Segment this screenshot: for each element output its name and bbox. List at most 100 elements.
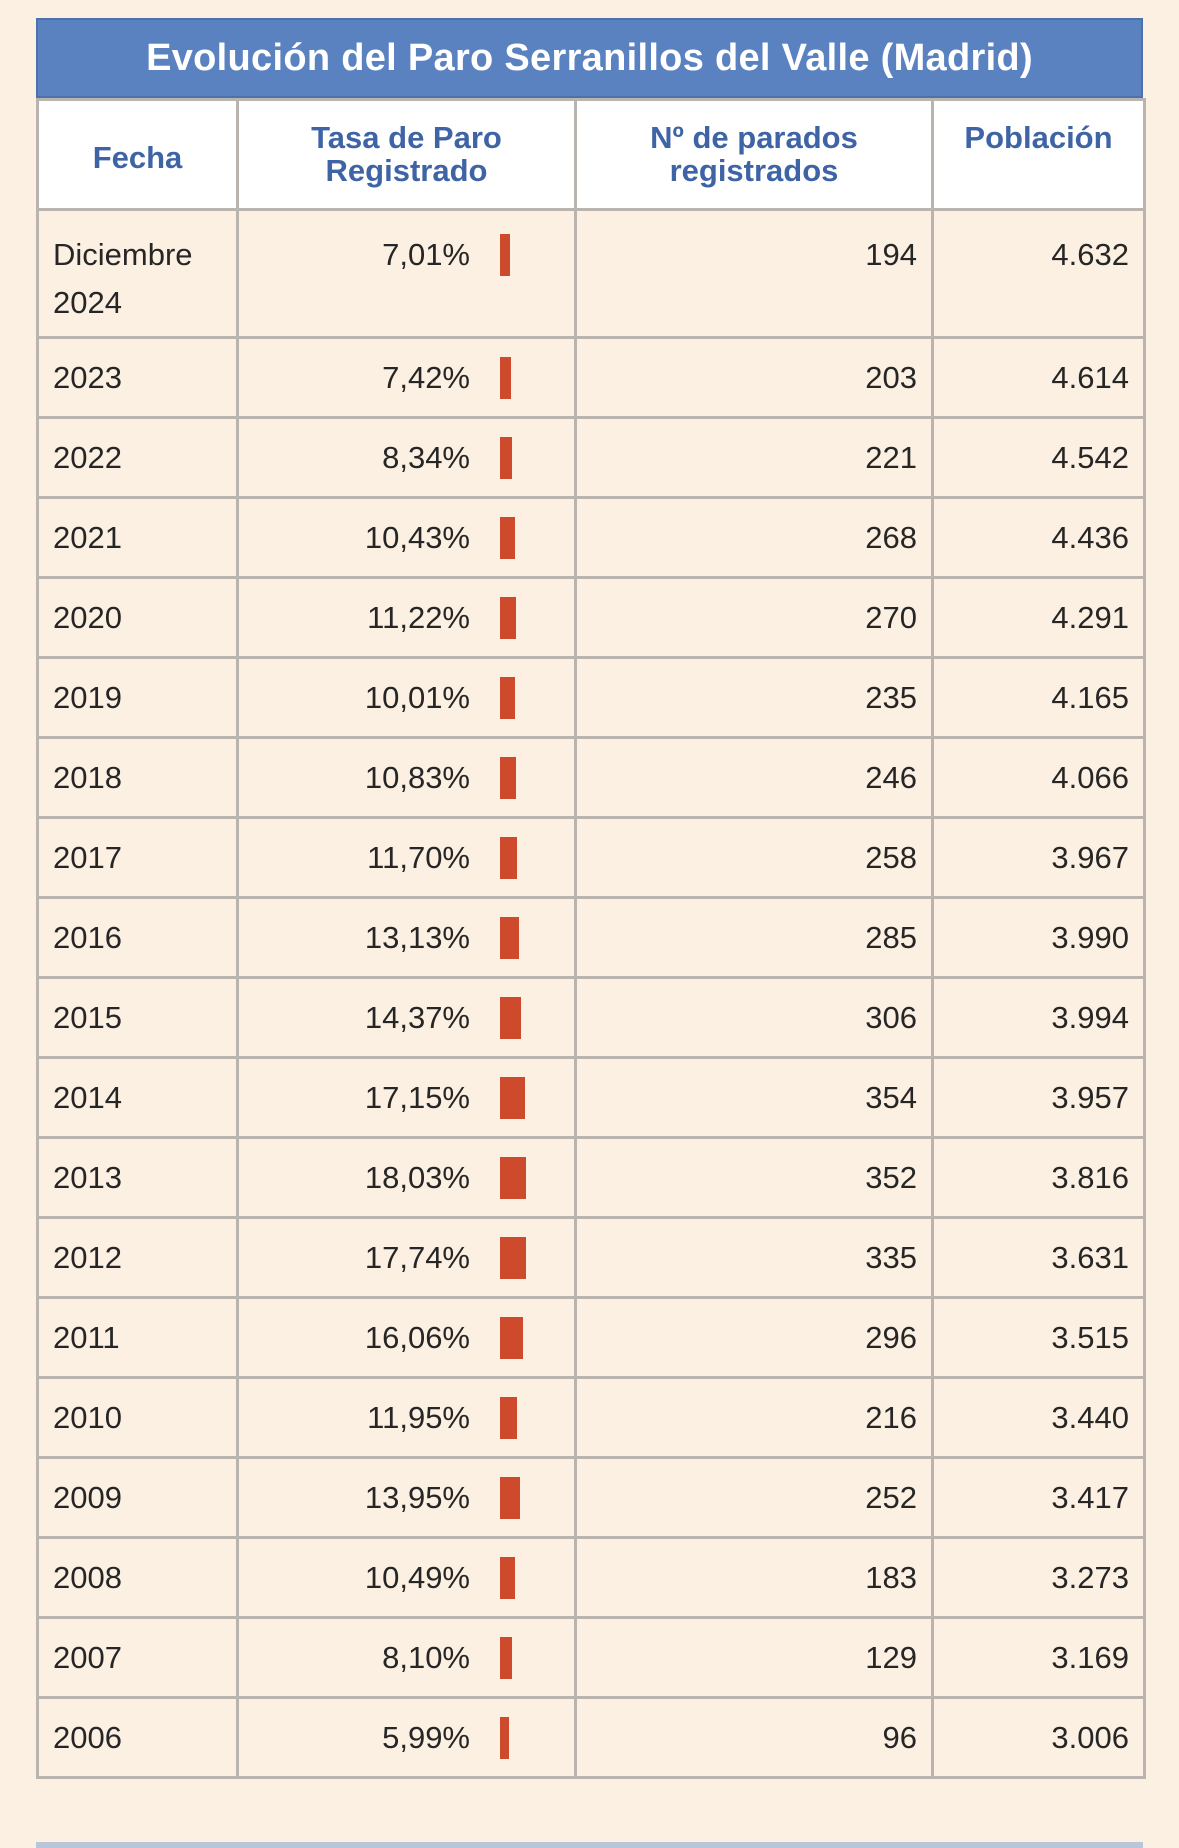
cell-fecha: 2021 [36,496,239,579]
cell-poblacion: 4.165 [931,656,1146,739]
unemployment-table: Fecha Tasa de Paro Registrado Nº de para… [36,98,1146,1779]
cell-fecha: 2020 [36,576,239,659]
table-row: 2010 11,95% 216 3.440 [36,1376,1146,1459]
cell-poblacion: 3.006 [931,1696,1146,1779]
table-row: 2016 13,13% 285 3.990 [36,896,1146,979]
cell-fecha: 2015 [36,976,239,1059]
tasa-bar [500,1636,512,1679]
tasa-bar [500,234,510,276]
cell-poblacion: 3.440 [931,1376,1146,1459]
tasa-value: 10,49% [364,1559,470,1595]
cell-poblacion: 4.542 [931,416,1146,499]
cell-parados: 270 [574,576,934,659]
tasa-value: 11,70% [367,839,470,875]
table-row: 2013 18,03% 352 3.816 [36,1136,1146,1219]
cell-parados: 203 [574,336,934,419]
table-row: 2017 11,70% 258 3.967 [36,816,1146,899]
cell-poblacion: 4.066 [931,736,1146,819]
header-parados: Nº de parados registrados [574,98,934,211]
cell-tasa: 7,42% [236,336,577,419]
tasa-bar [500,1076,525,1119]
cell-tasa: 13,95% [236,1456,577,1539]
cell-poblacion: 4.291 [931,576,1146,659]
cell-poblacion: 3.273 [931,1536,1146,1619]
cell-fecha: 2016 [36,896,239,979]
tasa-value: 18,03% [364,1159,470,1195]
cell-poblacion: 3.515 [931,1296,1146,1379]
header-row: Fecha Tasa de Paro Registrado Nº de para… [36,98,1146,211]
table-row: 2019 10,01% 235 4.165 [36,656,1146,739]
tasa-bar [500,516,515,559]
cell-tasa: 14,37% [236,976,577,1059]
cell-parados: 306 [574,976,934,1059]
cell-parados: 246 [574,736,934,819]
cell-tasa: 17,74% [236,1216,577,1299]
cell-fecha: 2012 [36,1216,239,1299]
cell-tasa: 7,01% [236,208,577,339]
tasa-value: 17,15% [364,1079,470,1115]
table-body: Diciembre 2024 7,01% 194 4.632 2023 7,42% 203 4… [36,208,1146,1779]
cell-tasa: 17,15% [236,1056,577,1139]
unemployment-table-container: Evolución del Paro Serranillos del Valle… [36,18,1146,1779]
cell-poblacion: 3.816 [931,1136,1146,1219]
cell-fecha: 2019 [36,656,239,739]
tasa-value: 11,22% [367,599,470,635]
cell-fecha: 2006 [36,1696,239,1779]
tasa-value: 8,10% [382,1639,470,1675]
cell-parados: 352 [574,1136,934,1219]
cell-tasa: 8,10% [236,1616,577,1699]
cell-parados: 221 [574,416,934,499]
table-title: Evolución del Paro Serranillos del Valle… [36,18,1143,98]
cell-poblacion: 3.967 [931,816,1146,899]
tasa-bar [500,916,519,959]
tasa-value: 14,37% [364,999,470,1035]
cell-parados: 129 [574,1616,934,1699]
cell-tasa: 10,49% [236,1536,577,1619]
cell-tasa: 8,34% [236,416,577,499]
table-row: 2014 17,15% 354 3.957 [36,1056,1146,1139]
table-row: 2023 7,42% 203 4.614 [36,336,1146,419]
cell-tasa: 13,13% [236,896,577,979]
cell-parados: 285 [574,896,934,979]
tasa-bar [500,1316,523,1359]
tasa-bar [500,436,512,479]
tasa-bar [500,596,516,639]
bottom-divider [36,1842,1143,1848]
cell-fecha: 2014 [36,1056,239,1139]
header-tasa: Tasa de Paro Registrado [236,98,577,211]
table-row: 2011 16,06% 296 3.515 [36,1296,1146,1379]
cell-tasa: 11,95% [236,1376,577,1459]
cell-fecha: 2023 [36,336,239,419]
cell-tasa: 10,83% [236,736,577,819]
cell-parados: 268 [574,496,934,579]
tasa-value: 10,43% [364,519,470,555]
tasa-bar [500,1556,515,1599]
cell-poblacion: 3.631 [931,1216,1146,1299]
table-row: 2007 8,10% 129 3.169 [36,1616,1146,1699]
cell-poblacion: 3.990 [931,896,1146,979]
table-row: 2018 10,83% 246 4.066 [36,736,1146,819]
tasa-bar [500,1156,526,1199]
cell-tasa: 10,43% [236,496,577,579]
cell-tasa: 11,22% [236,576,577,659]
cell-parados: 183 [574,1536,934,1619]
cell-tasa: 18,03% [236,1136,577,1219]
tasa-bar [500,1476,520,1519]
tasa-value: 13,13% [364,919,470,955]
cell-fecha: 2011 [36,1296,239,1379]
cell-poblacion: 4.632 [931,208,1146,339]
table-row: 2022 8,34% 221 4.542 [36,416,1146,499]
table-row: Diciembre 2024 7,01% 194 4.632 [36,208,1146,339]
cell-poblacion: 3.994 [931,976,1146,1059]
cell-fecha: 2010 [36,1376,239,1459]
cell-parados: 194 [574,208,934,339]
table-row: 2021 10,43% 268 4.436 [36,496,1146,579]
table-row: 2008 10,49% 183 3.273 [36,1536,1146,1619]
tasa-value: 17,74% [364,1239,470,1275]
table-row: 2015 14,37% 306 3.994 [36,976,1146,1059]
tasa-value: 10,01% [364,679,470,715]
cell-parados: 296 [574,1296,934,1379]
cell-fecha: 2017 [36,816,239,899]
tasa-value: 7,42% [382,359,470,395]
cell-poblacion: 3.169 [931,1616,1146,1699]
